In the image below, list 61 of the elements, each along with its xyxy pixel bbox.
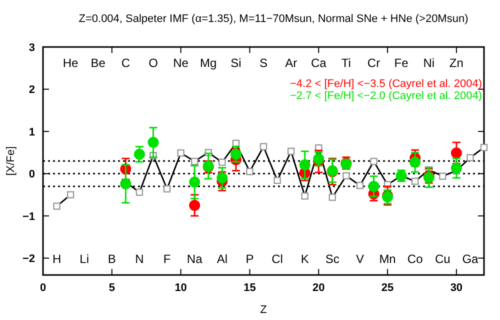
annotation: Cr	[367, 56, 380, 70]
annotation: Ni	[423, 56, 435, 70]
text: −2.7 < [Fe/H] <−2.0 (Cayrel et al. 2004)	[290, 90, 482, 102]
point	[120, 178, 132, 190]
x-tick-label: 30	[450, 282, 463, 294]
x-tick-label: 20	[312, 282, 325, 294]
point	[189, 176, 200, 188]
annotation: Co	[407, 252, 424, 266]
annotation: Mn	[379, 252, 396, 266]
annotation: Al	[216, 252, 228, 266]
x-tick-label: 15	[244, 282, 256, 294]
annotation: Sc	[325, 252, 340, 266]
point	[134, 148, 145, 160]
x-tick-label: 5	[108, 282, 115, 294]
annotation: Zn	[449, 56, 464, 70]
annotation: Cl	[272, 252, 283, 266]
annotation: Ca	[310, 56, 327, 70]
y-tick-label: 2	[28, 84, 35, 96]
y-axis-title: [X/Fe]	[5, 146, 17, 176]
annotation: O	[148, 56, 158, 70]
point	[230, 148, 242, 160]
annotation: V	[356, 252, 364, 266]
annotation: Na	[186, 252, 203, 266]
annotation: Ga	[462, 252, 479, 266]
annotation: Cu	[434, 252, 450, 266]
point	[368, 180, 380, 192]
text: −4.2 < [Fe/H] <−3.5 (Cayrel et al. 2004)	[290, 78, 482, 90]
x-tick-label: 25	[381, 282, 394, 294]
annotation: B	[108, 252, 116, 266]
point	[410, 156, 421, 168]
annotation: Li	[80, 252, 90, 266]
point	[299, 159, 310, 170]
annotation: P	[246, 252, 254, 266]
annotation: S	[259, 56, 268, 70]
point	[450, 162, 462, 174]
y-tick-label: −1	[22, 210, 35, 223]
point	[216, 172, 228, 184]
annotation: Be	[90, 56, 106, 70]
annotation: Si	[230, 56, 242, 70]
point	[148, 136, 159, 148]
x-tick-label: 0	[40, 282, 46, 294]
annotation: N	[135, 252, 144, 266]
y-tick-label: 1	[28, 126, 35, 138]
x-axis-title: Z	[260, 304, 268, 316]
annotation: F	[163, 252, 171, 266]
y-tick-label: 0	[28, 168, 35, 181]
point	[450, 147, 462, 158]
annotation: Fe	[394, 56, 409, 70]
annotation: Ne	[173, 56, 189, 70]
annotation: C	[121, 56, 130, 70]
chart-title: Z=0.004, Salpeter IMF (α=1.35), M=11−70Msun, Normal SNe + HNe (>20Msun)	[78, 13, 468, 25]
y-tick-label: −2	[22, 253, 35, 266]
annotation: Ar	[285, 56, 298, 70]
annotation: K	[300, 252, 309, 266]
annotation: H	[52, 252, 62, 266]
annotation: Mg	[200, 56, 217, 70]
y-tick-label: 3	[28, 42, 35, 54]
annotation: He	[62, 56, 79, 70]
point	[189, 200, 200, 211]
x-tick-label: 10	[174, 282, 187, 294]
annotation: Ti	[341, 56, 351, 70]
